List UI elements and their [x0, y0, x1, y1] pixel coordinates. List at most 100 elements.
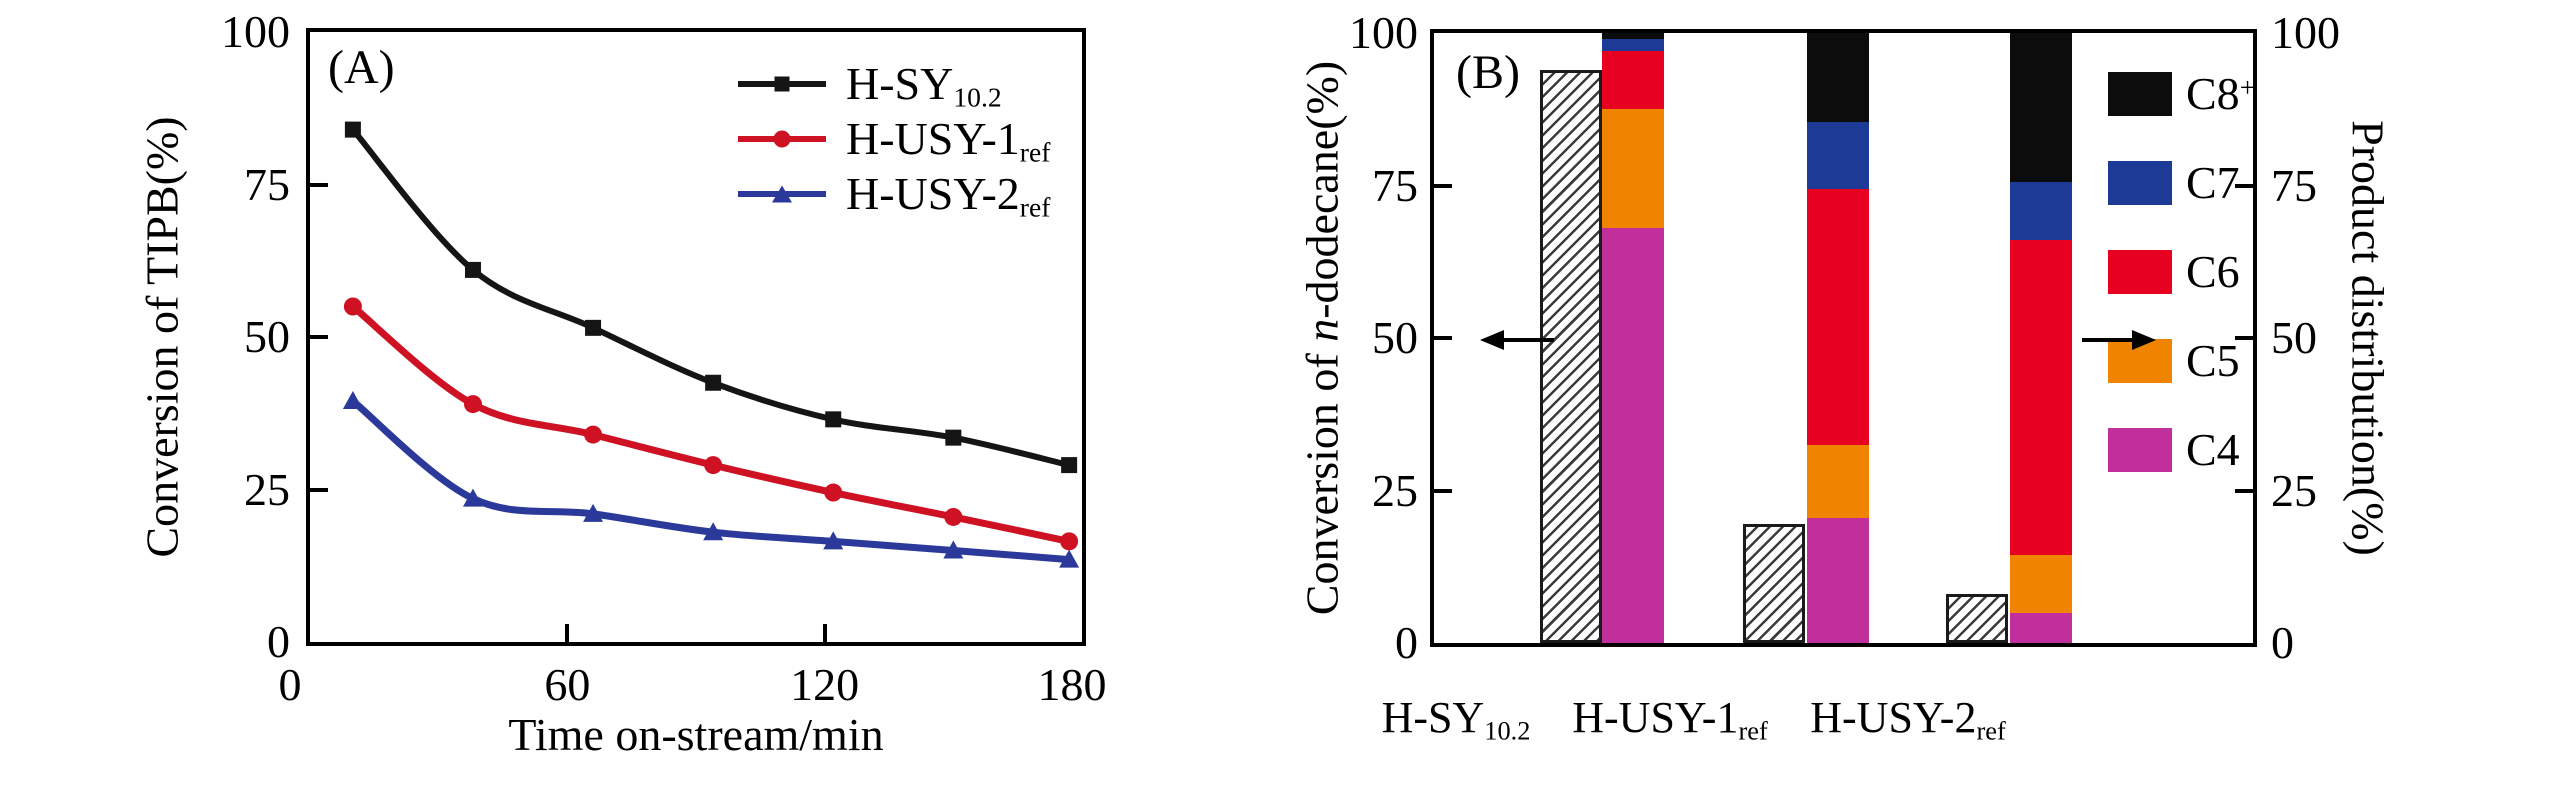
stack-segment-C5	[1807, 444, 1869, 518]
panel-b-right-tick-label: 0	[2271, 617, 2294, 668]
right-arrow	[2082, 325, 2156, 360]
panel-a-x-tick-120	[822, 624, 827, 642]
legend-label: C4	[2186, 424, 2240, 475]
stack-segment-C7	[1602, 39, 1664, 52]
panel-b-right-tick-label: 75	[2271, 159, 2317, 211]
square-marker	[705, 374, 722, 391]
panel-b-left-tick-75	[1434, 183, 1452, 188]
panel-b-left-tick-label: 50	[1372, 312, 1418, 363]
legend-label: H-USY-1ref	[846, 112, 1051, 168]
panel-a-y-tick-label: 25	[244, 463, 290, 515]
legend-label: C6	[2186, 246, 2240, 297]
panel-b-plot-area: (B) C8+ C7 C6 C5 C4	[1430, 29, 2257, 647]
stacked-bar-0	[1602, 33, 1664, 643]
square-marker	[344, 121, 361, 138]
circle-marker	[1060, 532, 1079, 551]
legend-swatch	[2108, 250, 2172, 294]
stack-segment-C5	[2010, 554, 2072, 613]
right-arrow-glyph	[2082, 330, 2156, 350]
square-marker	[825, 411, 842, 428]
legend-item-C4: C4	[2108, 427, 2240, 473]
legend-item-C8: C8+	[2108, 71, 2255, 117]
panel-a-y-tick-label: 50	[244, 311, 290, 362]
triangle-marker	[943, 540, 964, 559]
panel-b-left-tick-50	[1434, 336, 1452, 340]
legend-item-C6: C6	[2108, 249, 2240, 295]
panel-b-right-tick-50	[2235, 336, 2253, 340]
panel-a-x-tick-label: 0	[278, 659, 302, 710]
panel-a-x-tick-label: 60	[544, 659, 591, 710]
stacked-bar-1	[1807, 33, 1869, 643]
legend-swatch	[2108, 72, 2172, 116]
panel-a-y-tick-label: 0	[267, 616, 290, 667]
legend-label: C8+	[2186, 68, 2256, 119]
stack-segment-C7	[1807, 121, 1869, 189]
legend-item-H-USY-2: H-USY-2ref	[738, 166, 1050, 221]
panel-b-left-axis-title: Conversion of n-dodecane(%)	[1296, 60, 1348, 616]
stack-segment-C4	[1807, 518, 1869, 643]
legend-label: C7	[2186, 157, 2240, 208]
stack-segment-C8+	[1602, 33, 1664, 40]
stack-segment-C6	[2010, 240, 2072, 555]
stack-segment-C8+	[2010, 33, 2072, 183]
panel-a-x-axis-title: Time on-stream/min	[508, 709, 884, 760]
stack-segment-C8+	[1807, 33, 1869, 122]
panel-b-tag: (B)	[1456, 46, 1520, 99]
panel-a-y-tick-label: 75	[244, 158, 290, 210]
square-marker	[774, 76, 790, 91]
circle-marker	[584, 425, 603, 444]
panel-a-x-tick-label: 180	[1037, 659, 1107, 710]
panel-a-tag: (A)	[328, 41, 395, 94]
conversion-bar-0	[1540, 69, 1602, 643]
triangle-marker	[772, 185, 792, 202]
stack-segment-C6	[1602, 51, 1664, 110]
stack-segment-C4	[2010, 612, 2072, 643]
panel-b-right-tick-25	[2235, 488, 2253, 493]
square-marker	[945, 429, 962, 446]
left-arrow-glyph	[1480, 330, 1554, 350]
legend-item-C7: C7	[2108, 160, 2240, 206]
left-arrow	[1480, 325, 1554, 360]
panel-b-left-tick-25	[1434, 488, 1452, 493]
panel-b-right-tick-label: 50	[2271, 312, 2317, 363]
circle-marker	[343, 297, 362, 316]
panel-b-left-tick-label: 25	[1372, 464, 1418, 516]
circle-marker	[773, 130, 791, 147]
triangle-marker	[342, 391, 363, 410]
circle-marker	[824, 483, 843, 502]
panel-a-x-tick-label: 120	[790, 659, 860, 710]
circle-marker	[463, 395, 482, 414]
panel-a-plot-area: (A)	[306, 28, 1086, 646]
panel-b-right-tick-label: 25	[2271, 464, 2317, 516]
circle-marker	[944, 507, 963, 526]
triangle-marker	[462, 488, 483, 507]
line-chart	[342, 121, 1080, 568]
stack-segment-C4	[1602, 228, 1664, 643]
stack-segment-C6	[1807, 188, 1869, 445]
panel-b-left-tick-label: 0	[1395, 617, 1418, 668]
category-label-1: H-USY-1ref	[1572, 693, 1768, 746]
panel-b-right-tick-75	[2235, 183, 2253, 188]
category-label-0: H-SY10.2	[1381, 693, 1531, 746]
panel-a-y-tick-75	[310, 182, 328, 187]
panel-a-legend: H-SY10.2 H-USY-1ref H-USY-2ref	[738, 56, 1050, 221]
triangle-marker	[703, 522, 724, 541]
stack-segment-C7	[2010, 182, 2072, 241]
legend-item-H-USY-1: H-USY-1ref	[738, 111, 1050, 166]
legend-label: H-USY-2ref	[846, 167, 1051, 223]
panel-a-y-tick-label: 100	[221, 6, 290, 57]
legend-line-sample	[738, 185, 826, 202]
legend-swatch	[2108, 428, 2172, 472]
panel-a-x-tick-60	[565, 624, 570, 642]
panel-a-y-tick-50	[310, 335, 328, 339]
conversion-bar-2	[1946, 594, 2008, 643]
stack-segment-C5	[1602, 109, 1664, 229]
panel-b-right-tick-label: 100	[2271, 7, 2340, 58]
panel-a-y-tick-25	[310, 487, 328, 492]
conversion-bar-1	[1743, 524, 1805, 643]
legend-label: H-SY10.2	[846, 57, 1002, 113]
panel-a: (A) 0 25 50 75 100 0 60 120 180 Conversion of TI…	[0, 0, 1280, 787]
square-marker	[1061, 457, 1078, 474]
category-label-2: H-USY-2ref	[1810, 693, 2006, 746]
